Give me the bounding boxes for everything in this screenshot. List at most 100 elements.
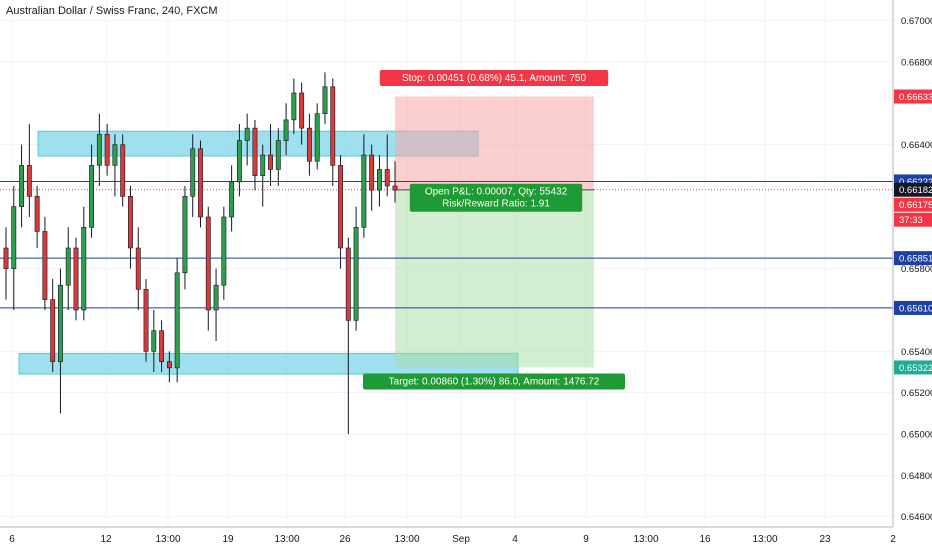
bid-price-price-bg (894, 197, 932, 212)
candle-body (81, 227, 87, 311)
candle-body (268, 154, 273, 170)
candle-body (330, 86, 336, 166)
candle-body (34, 196, 40, 232)
candle-body (89, 165, 95, 228)
x-tick-label: 19 (222, 534, 234, 545)
target-label-text: Target: 0.00860 (1.30%) 86.0, Amount: 14… (389, 376, 600, 387)
candle-body (369, 154, 375, 191)
candle-body (252, 127, 258, 176)
candle-body (151, 330, 157, 352)
candle-body (42, 231, 48, 300)
pnl-label-text: Risk/Reward Ratio: 1.91 (442, 199, 550, 210)
stop-level-price-label: 0.66633 (894, 89, 932, 104)
candle-body (314, 113, 320, 162)
stop-label: Stop: 0.00451 (0.68%) 45.1, Amount: 750 (379, 70, 609, 86)
candle-body (361, 154, 367, 228)
x-tick-label: 13:00 (394, 534, 419, 545)
last-price-price-text: 0.66182 (899, 185, 932, 196)
pnl-label-text: Open P&L: 0.00007, Qty: 55432 (425, 187, 568, 198)
candle-body (322, 86, 328, 114)
y-tick-label: 0.64800 (901, 471, 932, 482)
candle-body (120, 144, 126, 197)
candle-body (73, 247, 79, 311)
candle-body (58, 284, 63, 362)
resistance-line-price-text: 0.66222 (899, 177, 932, 188)
x-tick-label: 2 (890, 534, 896, 545)
countdown-price-text: 37:33 (899, 215, 923, 226)
x-tick-label: 6 (9, 534, 15, 545)
stop-label-text: Stop: 0.00451 (0.68%) 45.1, Amount: 750 (402, 73, 586, 84)
bid-price-price-label: 0.66175 (894, 197, 932, 212)
y-tick-label: 0.67000 (901, 16, 932, 27)
y-tick-label: 0.65200 (901, 388, 932, 399)
stop-area[interactable] (395, 96, 594, 190)
position-labels: Stop: 0.00451 (0.68%) 45.1, Amount: 750 O… (363, 70, 625, 390)
candle-body (166, 361, 172, 369)
support-line-lower-price-label: 0.65610 (894, 300, 932, 315)
chart-title: Australian Dollar / Swiss Franc, 240, FX… (6, 5, 218, 17)
x-tick-label: 13:00 (633, 534, 658, 545)
candle-body (205, 216, 211, 311)
candle-body (229, 181, 235, 218)
candle-body (345, 247, 351, 321)
candle-body (260, 154, 266, 176)
candle-body (135, 247, 141, 290)
y-tick-label: 0.65800 (901, 264, 932, 275)
x-tick-label: 13:00 (155, 534, 180, 545)
candle-body (159, 330, 165, 362)
candlesticks (3, 72, 398, 434)
target-level-price-text: 0.65322 (899, 363, 932, 374)
candle-body (50, 299, 56, 362)
candle-body (143, 289, 149, 352)
candle-body (11, 206, 17, 269)
candle-body (104, 134, 110, 166)
candle-body (236, 140, 242, 183)
x-tick-label: 13:00 (274, 534, 299, 545)
target-level-price-label: 0.65322 (894, 360, 932, 375)
x-tick-label: 9 (583, 534, 589, 545)
last-price-price-bg (894, 182, 932, 197)
y-tick-label: 0.64600 (901, 512, 932, 523)
x-tick-label: 13:00 (752, 534, 777, 545)
y-tick-label: 0.65400 (901, 347, 932, 358)
target-label-bg (363, 373, 625, 390)
candle-body (221, 216, 227, 286)
candle-body (112, 144, 118, 166)
y-tick-label: 0.66400 (901, 140, 932, 151)
candle-body (299, 92, 305, 129)
target-level-price-bg (894, 360, 932, 375)
candle-body (377, 169, 382, 191)
candle-body (213, 284, 219, 311)
target-label: Target: 0.00860 (1.30%) 86.0, Amount: 14… (363, 373, 625, 390)
candle-body (291, 92, 297, 121)
y-tick-label: 0.66800 (901, 58, 932, 69)
candle-body (384, 169, 390, 187)
candle-body (244, 127, 250, 141)
support-line-lower-price-text: 0.65610 (899, 303, 932, 314)
candle-body (182, 196, 188, 274)
pnl-label-bg (409, 183, 583, 212)
x-tick-label: 23 (819, 534, 831, 545)
y-tick-label: 0.65000 (901, 430, 932, 441)
candle-body (353, 227, 359, 321)
bid-price-price-text: 0.66175 (899, 200, 932, 211)
short-position-tool[interactable] (395, 96, 594, 368)
candle-body (19, 165, 24, 207)
x-tick-label: 16 (699, 534, 711, 545)
candle-body (306, 127, 312, 162)
x-tick-label: Sep (452, 534, 470, 545)
candle-body (338, 165, 343, 249)
last-price-price-label: 0.66182 (894, 182, 932, 197)
candle-body (96, 134, 102, 166)
candle-body (190, 148, 196, 197)
candle-body (275, 140, 281, 170)
countdown-price-label: 37:33 (894, 212, 932, 227)
countdown-price-bg (894, 212, 932, 227)
target-area[interactable] (395, 189, 594, 368)
horizontal-lines[interactable] (0, 180, 893, 309)
candle-body (26, 165, 32, 197)
candle-body (3, 247, 9, 269)
support-line-upper-price-label: 0.65851 (894, 251, 932, 266)
